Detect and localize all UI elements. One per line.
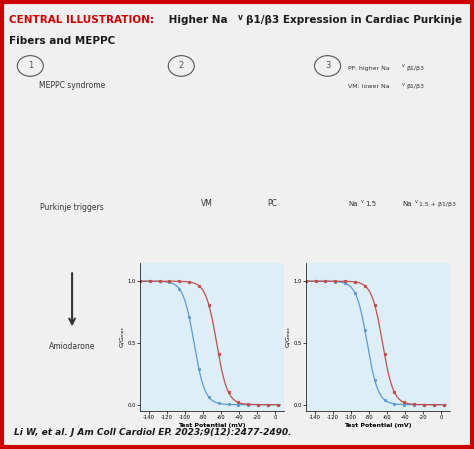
Text: v: v [238,13,243,22]
Text: Amiodarone: Amiodarone [49,343,95,352]
Text: 1: 1 [27,62,33,70]
Text: MEPPC syndrome: MEPPC syndrome [39,81,105,90]
Text: PF: higher Na: PF: higher Na [348,66,390,70]
Text: 1.5 + β1/β3: 1.5 + β1/β3 [419,202,456,207]
Text: PC: PC [267,199,277,208]
Text: Higher Na: Higher Na [165,15,228,25]
Text: VM: lower Na: VM: lower Na [348,84,390,89]
Text: 3: 3 [325,62,330,70]
X-axis label: Test Potential (mV): Test Potential (mV) [344,423,412,428]
Text: 2: 2 [179,62,184,70]
Y-axis label: G/Gₘₐₓ: G/Gₘₐₓ [119,326,125,347]
Text: v: v [402,63,405,68]
Text: 1.5: 1.5 [365,201,376,207]
Text: Purkinje triggers: Purkinje triggers [40,202,104,211]
Text: β1/β3 Expression in Cardiac Purkinje: β1/β3 Expression in Cardiac Purkinje [246,15,462,25]
X-axis label: Test Potential (mV): Test Potential (mV) [178,423,246,428]
Text: β1/β3: β1/β3 [407,66,425,70]
Text: Na: Na [348,201,358,207]
Text: v: v [414,199,417,204]
Text: Fibers and MEPPC: Fibers and MEPPC [9,36,116,46]
Text: v: v [402,82,405,87]
Text: v: v [361,199,364,204]
Text: β1/β3: β1/β3 [407,84,425,89]
Text: CENTRAL ILLUSTRATION:: CENTRAL ILLUSTRATION: [9,15,155,25]
Text: VM: VM [201,199,213,208]
Text: Na: Na [402,201,411,207]
Y-axis label: G/Gₘₐₓ: G/Gₘₐₓ [285,326,291,347]
Text: Li W, et al. J Am Coll Cardiol EP. 2023;9(12):2477-2490.: Li W, et al. J Am Coll Cardiol EP. 2023;… [14,427,292,437]
